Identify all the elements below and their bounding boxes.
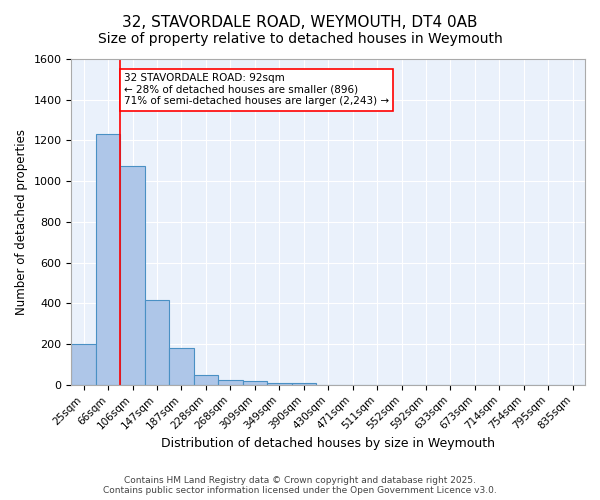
- Bar: [71, 344, 96, 385]
- Text: 32, STAVORDALE ROAD, WEYMOUTH, DT4 0AB: 32, STAVORDALE ROAD, WEYMOUTH, DT4 0AB: [122, 15, 478, 30]
- Bar: [96, 134, 121, 385]
- Bar: [145, 300, 169, 385]
- Bar: [169, 348, 194, 385]
- Text: 32 STAVORDALE ROAD: 92sqm
← 28% of detached houses are smaller (896)
71% of semi: 32 STAVORDALE ROAD: 92sqm ← 28% of detac…: [124, 74, 389, 106]
- Bar: [242, 381, 267, 385]
- Bar: [218, 380, 242, 385]
- Bar: [121, 166, 145, 385]
- Bar: [292, 383, 316, 385]
- Text: Contains HM Land Registry data © Crown copyright and database right 2025.
Contai: Contains HM Land Registry data © Crown c…: [103, 476, 497, 495]
- Y-axis label: Number of detached properties: Number of detached properties: [15, 129, 28, 315]
- Text: Size of property relative to detached houses in Weymouth: Size of property relative to detached ho…: [98, 32, 502, 46]
- Bar: [267, 383, 292, 385]
- X-axis label: Distribution of detached houses by size in Weymouth: Distribution of detached houses by size …: [161, 437, 495, 450]
- Bar: [194, 374, 218, 385]
